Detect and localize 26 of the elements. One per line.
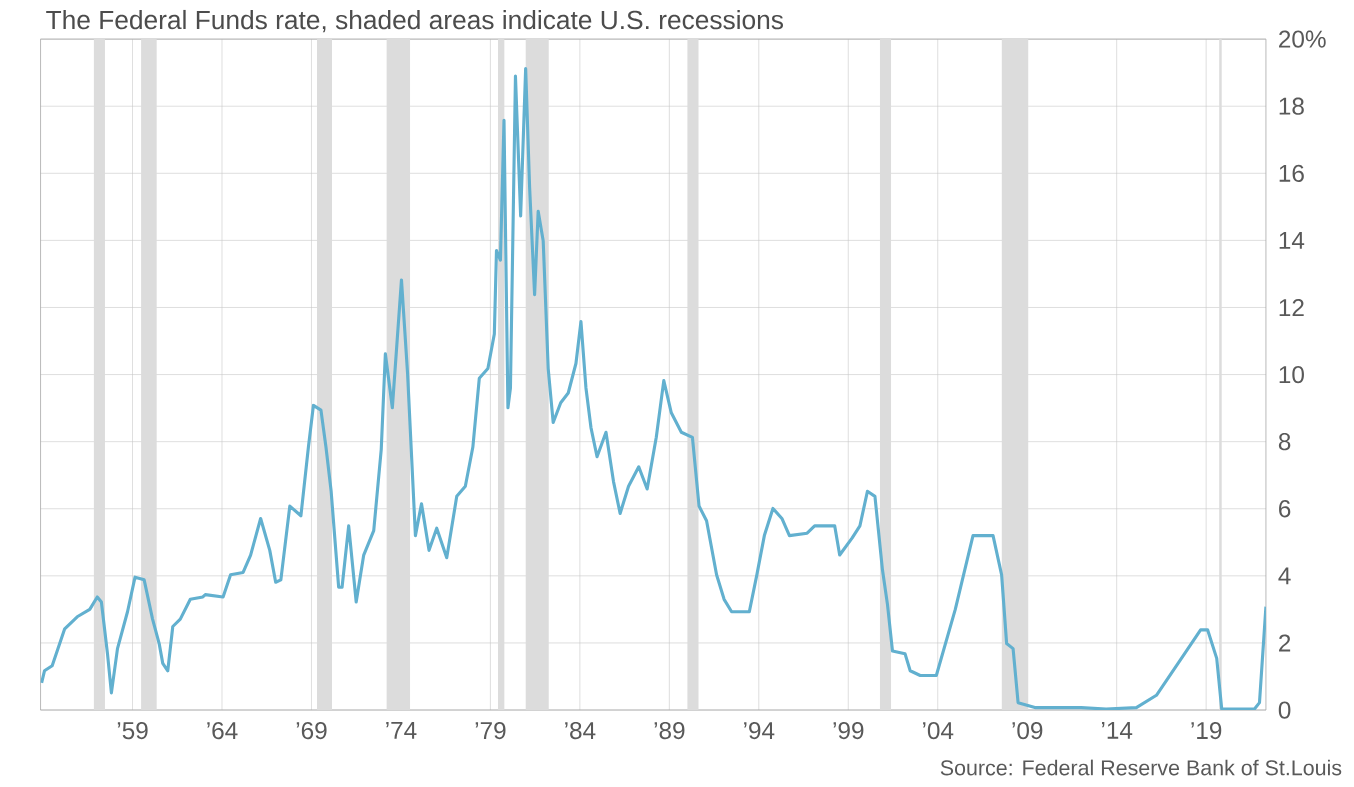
y-tick-label: 0 [1278, 701, 1291, 719]
y-tick-label: 10 [1279, 365, 1304, 384]
y-tick-label: 18 [1279, 97, 1304, 115]
x-tick-label: ’69 [296, 721, 327, 740]
y-tick-label: 8 [1278, 432, 1291, 451]
x-tick-label: ’89 [654, 721, 685, 740]
y-tick-label: 2 [1279, 634, 1291, 652]
x-tick-label: ’79 [475, 721, 506, 740]
y-tick-label: 20% [1279, 30, 1326, 48]
y-tick-label: 4 [1278, 567, 1291, 585]
x-tick-label: ’59 [117, 721, 148, 740]
chart-title: The Federal Funds rate, shaded areas indicate U.S. recessions [46, 9, 783, 33]
x-tick-label: ’09 [1012, 721, 1043, 740]
x-tick-label: ’64 [207, 721, 238, 740]
x-tick-label: ’99 [833, 721, 864, 740]
x-tick-label: ’94 [744, 721, 775, 740]
y-tick-label: 14 [1279, 231, 1305, 249]
x-tick-label: ’19 [1191, 721, 1222, 740]
y-tick-label: 6 [1279, 499, 1291, 518]
source-note: Source: Federal Reserve Bank of St.Louis [940, 759, 1342, 776]
y-tick-label: 12 [1279, 298, 1304, 316]
y-tick-label: 16 [1279, 164, 1304, 182]
x-tick-label: ’04 [923, 721, 954, 740]
x-tick-label: ’84 [565, 721, 596, 740]
x-tick-label: ’14 [1101, 721, 1133, 739]
x-tick-label: ’74 [386, 721, 417, 739]
